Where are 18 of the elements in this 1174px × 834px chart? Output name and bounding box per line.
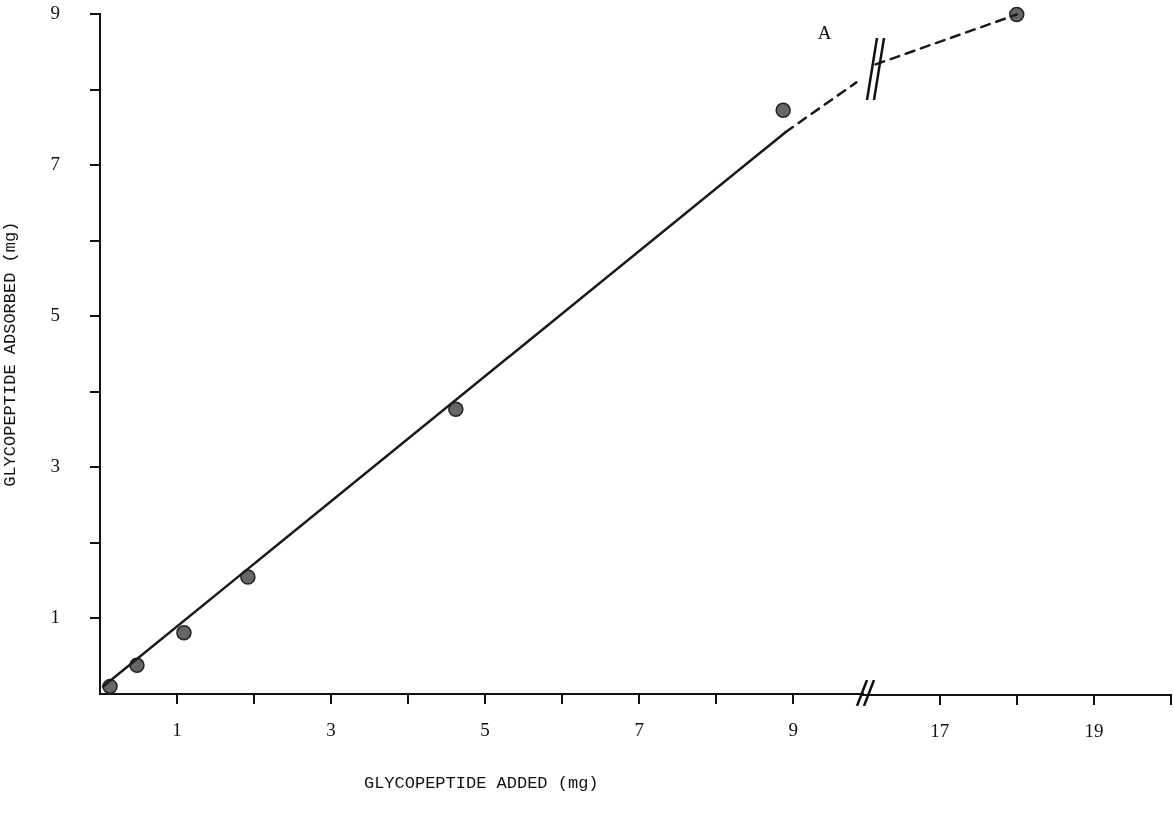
point <box>176 624 192 641</box>
x-axis-title: GLYCOPEPTIDE ADDED (mg) <box>363 773 599 793</box>
x-tick-label: 5 <box>480 718 490 740</box>
x-tick-label: 3 <box>326 718 336 740</box>
x-tick-label: 7 <box>634 718 644 740</box>
y-tick-label: 7 <box>50 153 60 175</box>
annotation: A <box>817 21 832 43</box>
point <box>448 401 464 417</box>
x-tick-label: 17 <box>929 719 949 741</box>
y-axis-title: GLYCOPEPTIDE ADSORBED (mg) <box>0 221 20 487</box>
y-tick-label: 9 <box>50 1 60 23</box>
x-tick-label: 1 <box>172 718 182 740</box>
y-tick-label: 3 <box>50 455 60 477</box>
x-tick-label: 19 <box>1083 719 1103 741</box>
y-tick-label: 1 <box>50 606 60 628</box>
point <box>775 102 791 118</box>
x-tick-label: 9 <box>788 718 798 740</box>
y-tick-label: 5 <box>50 304 60 326</box>
